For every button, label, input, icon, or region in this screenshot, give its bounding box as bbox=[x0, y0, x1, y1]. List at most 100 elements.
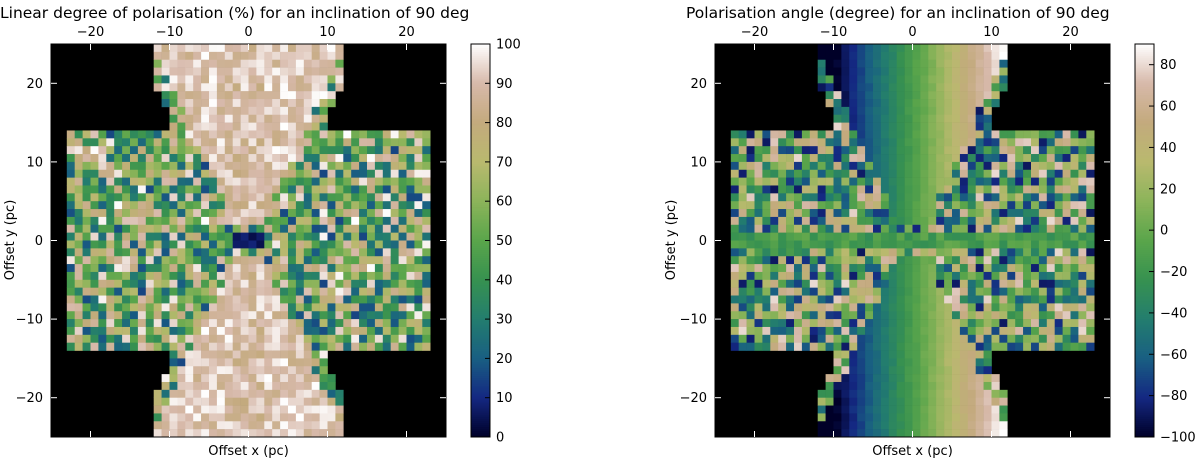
heatmap-cell bbox=[944, 114, 953, 123]
heatmap-cell bbox=[177, 75, 186, 84]
heatmap-cell bbox=[786, 248, 795, 257]
heatmap-cell bbox=[145, 271, 154, 281]
heatmap-cell bbox=[82, 319, 91, 328]
heatmap-cell bbox=[66, 138, 75, 147]
heatmap-cell bbox=[912, 122, 921, 131]
heatmap-cell bbox=[952, 311, 961, 320]
heatmap-cell bbox=[295, 177, 305, 186]
heatmap-cell bbox=[975, 326, 984, 336]
heatmap-cell bbox=[82, 279, 91, 288]
heatmap-cell bbox=[390, 248, 399, 257]
heatmap-cell bbox=[272, 303, 281, 312]
heatmap-cell bbox=[90, 279, 99, 288]
heatmap-cell bbox=[738, 248, 747, 257]
colorbar-tick-label: 0 bbox=[496, 431, 504, 446]
heatmap-cell bbox=[730, 240, 739, 249]
heatmap-cell bbox=[825, 256, 834, 265]
heatmap-cell bbox=[169, 138, 178, 147]
heatmap-cell bbox=[873, 342, 882, 351]
heatmap-cell bbox=[880, 256, 890, 265]
heatmap-cell bbox=[959, 51, 969, 61]
heatmap-cell bbox=[295, 342, 305, 351]
heatmap-cell bbox=[130, 271, 139, 281]
heatmap-cell bbox=[280, 51, 289, 61]
heatmap-cell bbox=[975, 271, 984, 281]
heatmap-cell bbox=[920, 75, 929, 84]
heatmap-cell bbox=[216, 216, 226, 226]
colorbar-segment bbox=[471, 279, 490, 283]
colorbar-segment bbox=[471, 228, 490, 232]
heatmap-cell bbox=[952, 91, 961, 100]
heatmap-cell bbox=[295, 389, 305, 398]
heatmap-cell bbox=[66, 169, 75, 178]
colorbar-segment bbox=[1135, 417, 1154, 420]
heatmap-cell bbox=[770, 154, 779, 163]
heatmap-cell bbox=[280, 319, 289, 328]
heatmap-cell bbox=[264, 59, 273, 68]
heatmap-cell bbox=[98, 271, 107, 281]
heatmap-cell bbox=[999, 177, 1008, 186]
heatmap-cell bbox=[295, 350, 305, 359]
heatmap-cell bbox=[240, 295, 249, 304]
heatmap-cell bbox=[153, 67, 162, 76]
heatmap-cell bbox=[849, 366, 858, 375]
heatmap-cell bbox=[335, 279, 344, 288]
colorbar-segment bbox=[471, 189, 490, 192]
heatmap-cell bbox=[295, 334, 305, 343]
heatmap-cell bbox=[224, 319, 233, 328]
heatmap-cell bbox=[880, 295, 890, 304]
heatmap-cell bbox=[351, 232, 360, 241]
heatmap-cell bbox=[248, 271, 257, 281]
heatmap-cell bbox=[936, 366, 945, 375]
heatmap-cell bbox=[888, 271, 897, 281]
heatmap-cell bbox=[209, 405, 218, 414]
heatmap-cell bbox=[66, 224, 75, 233]
heatmap-cell bbox=[303, 75, 312, 84]
x-tick-label: 10 bbox=[319, 25, 336, 40]
heatmap-cell bbox=[137, 138, 147, 147]
heatmap-cell bbox=[825, 193, 834, 202]
heatmap-cell bbox=[920, 405, 929, 414]
heatmap-cell bbox=[177, 177, 186, 186]
heatmap-cell bbox=[857, 319, 866, 328]
heatmap-cell bbox=[730, 193, 739, 202]
heatmap-cell bbox=[177, 389, 186, 398]
heatmap-cell bbox=[738, 232, 747, 241]
colorbar-tick-label: −100 bbox=[1160, 431, 1196, 446]
heatmap-cell bbox=[786, 264, 795, 273]
heatmap-cell bbox=[359, 248, 368, 257]
heatmap-cell bbox=[367, 177, 376, 186]
heatmap-cell bbox=[161, 75, 170, 84]
heatmap-cell bbox=[809, 130, 818, 139]
heatmap-cell bbox=[1078, 334, 1087, 343]
heatmap-cell bbox=[786, 185, 795, 194]
heatmap-cell bbox=[983, 350, 992, 359]
heatmap-cell bbox=[730, 248, 739, 257]
heatmap-cell bbox=[857, 91, 866, 100]
heatmap-cell bbox=[1046, 209, 1055, 218]
colorbar-segment bbox=[1135, 325, 1154, 328]
heatmap-cell bbox=[1054, 295, 1063, 304]
heatmap-cell bbox=[746, 154, 755, 163]
heatmap-cell bbox=[193, 374, 202, 383]
heatmap-cell bbox=[303, 287, 312, 296]
heatmap-cell bbox=[169, 216, 178, 226]
heatmap-cell bbox=[74, 185, 83, 194]
heatmap-cell bbox=[833, 185, 842, 194]
heatmap-cell bbox=[335, 83, 344, 92]
heatmap-cell bbox=[904, 216, 913, 226]
heatmap-cell bbox=[280, 99, 289, 108]
heatmap-cell bbox=[936, 185, 945, 194]
heatmap-cell bbox=[959, 201, 969, 210]
heatmap-cell bbox=[137, 311, 147, 320]
heatmap-cell bbox=[983, 271, 992, 281]
heatmap-cell bbox=[319, 146, 328, 155]
heatmap-cell bbox=[849, 287, 858, 296]
heatmap-cell bbox=[169, 106, 178, 116]
heatmap-cell bbox=[145, 319, 154, 328]
heatmap-cell bbox=[959, 161, 969, 171]
heatmap-cell bbox=[193, 75, 202, 84]
heatmap-cell bbox=[406, 248, 415, 257]
heatmap-cell bbox=[122, 240, 131, 249]
colorbar-segment bbox=[1135, 47, 1154, 51]
